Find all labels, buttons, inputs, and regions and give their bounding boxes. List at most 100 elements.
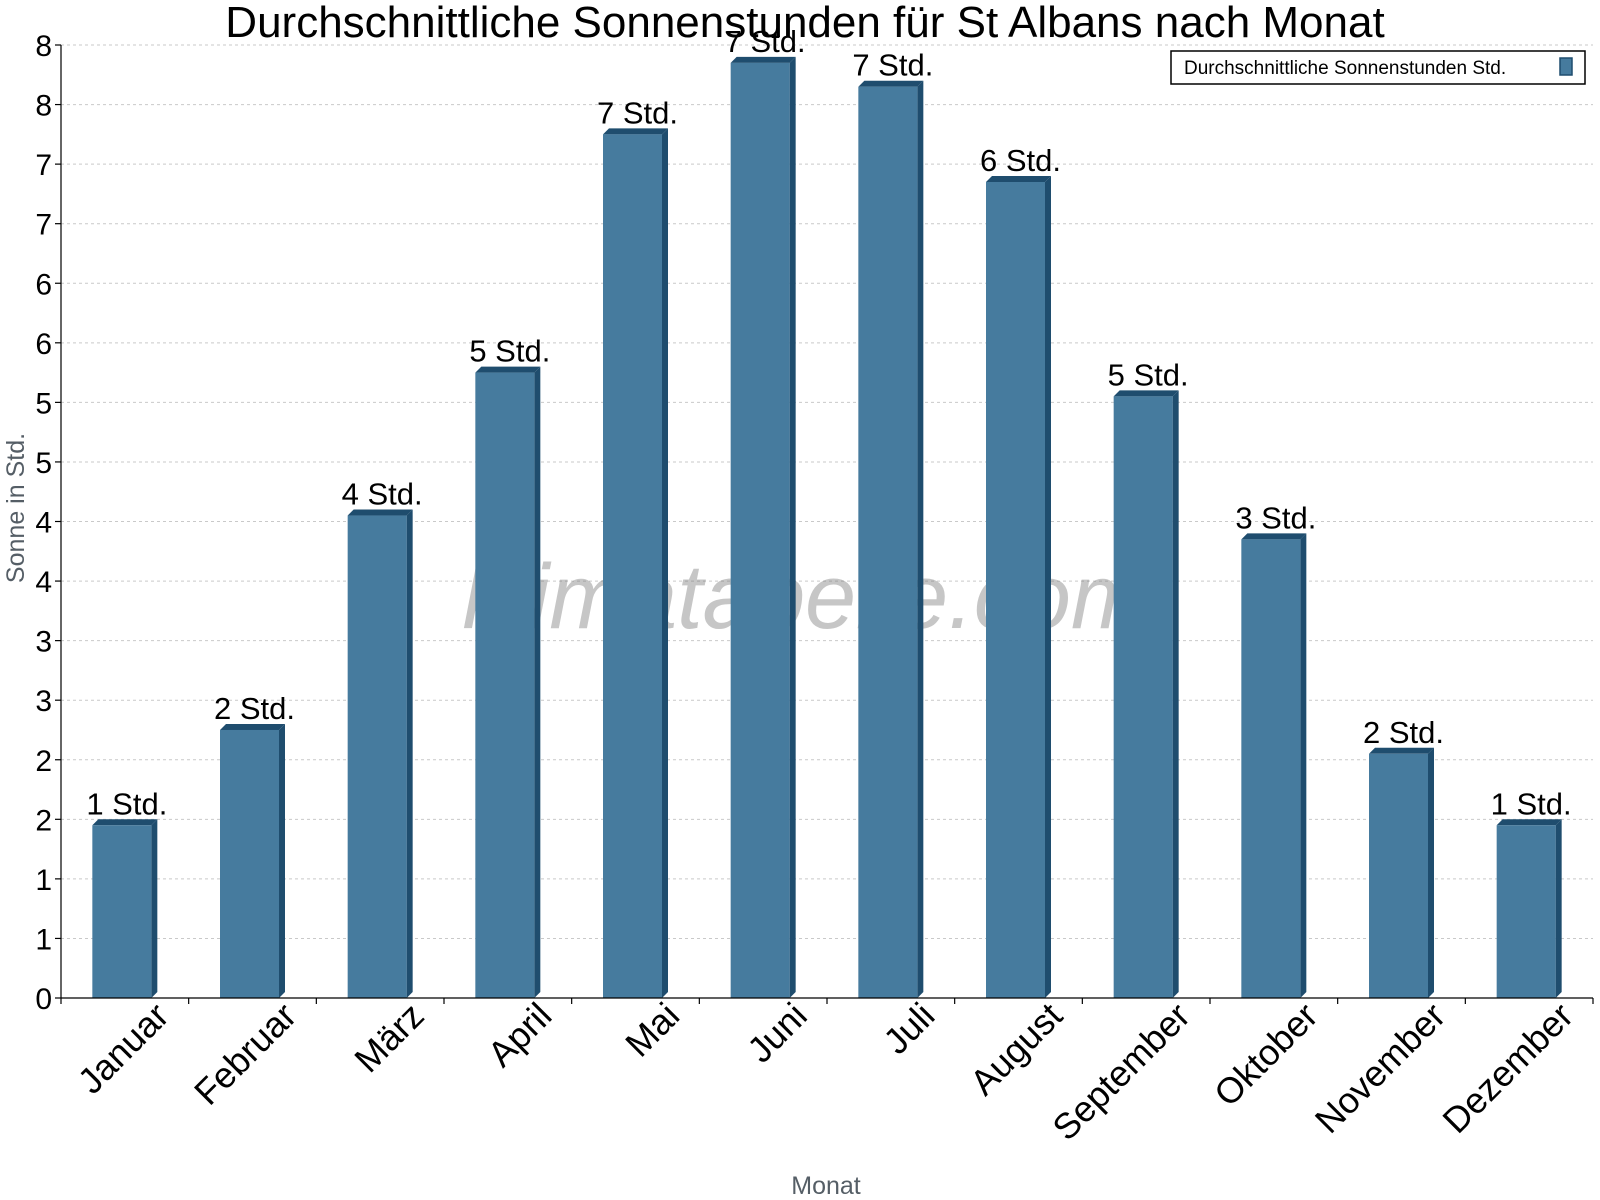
bar-Juli — [858, 80, 924, 999]
x-tick-label: Februar — [186, 995, 304, 1113]
bar-side — [789, 56, 796, 998]
x-tick-label: Oktober — [1206, 995, 1326, 1115]
data-label: 5 Std. — [1108, 357, 1189, 392]
x-tick-label: Mai — [617, 995, 687, 1065]
x-axis-label: Monat — [791, 1172, 861, 1200]
x-tick-label: Juni — [739, 995, 815, 1071]
legend: Durchschnittliche Sonnenstunden Std. — [1170, 50, 1586, 85]
y-axis-label: Sonne in Std. — [2, 433, 30, 583]
bar-Januar — [92, 819, 158, 998]
bar-top — [730, 56, 796, 63]
y-tick-label: 6 — [35, 328, 52, 361]
y-tick-label: 0 — [35, 983, 52, 1016]
data-label: 2 Std. — [214, 691, 295, 726]
data-label: 6 Std. — [980, 143, 1061, 178]
bar-top — [1113, 390, 1179, 397]
bar-side — [1172, 390, 1179, 998]
bar-top — [92, 819, 158, 826]
y-tick-label: 3 — [35, 685, 52, 718]
y-tick-label: 4 — [35, 507, 52, 540]
bar-top — [858, 80, 924, 87]
x-tick-labels: Januar Februar März April Mai Juni Juli AugustS… — [70, 995, 1581, 1149]
x-tick-label: Dezember — [1434, 995, 1580, 1141]
data-label: 5 Std. — [469, 334, 550, 369]
legend-entry-label: Durchschnittliche Sonnenstunden Std. — [1184, 58, 1506, 79]
bar-top — [986, 175, 1051, 182]
bar-August — [986, 175, 1051, 998]
bar-side — [662, 128, 668, 998]
data-label: 3 Std. — [1235, 500, 1316, 535]
x-tick-label: März — [346, 995, 432, 1081]
bars — [92, 56, 1562, 999]
bar-side — [1300, 533, 1307, 998]
bar-top — [603, 128, 668, 135]
data-label: 7 Std. — [852, 48, 933, 83]
bar-front — [92, 825, 152, 998]
bar-top — [220, 723, 285, 730]
y-tick-label: 8 — [35, 30, 52, 63]
y-tick-label: 3 — [35, 626, 52, 659]
chart-title: Durchschnittliche Sonnenstunden für St A… — [225, 0, 1384, 47]
y-tick-label: 4 — [35, 566, 52, 599]
data-label: 4 Std. — [342, 477, 423, 512]
bar-front — [603, 134, 662, 998]
bar-Juni — [730, 56, 796, 998]
bar-front — [1241, 539, 1301, 998]
bar-side — [406, 509, 413, 998]
bar-side — [279, 723, 285, 998]
bar-front — [475, 372, 535, 998]
data-label: 7 Std. — [597, 95, 678, 130]
bar-front — [347, 515, 407, 998]
bar-top — [347, 509, 413, 516]
y-tick-label: 1 — [35, 864, 52, 897]
bar-November — [1369, 747, 1434, 998]
bar-front — [1113, 396, 1173, 998]
y-tick-label: 1 — [35, 923, 52, 956]
bar-Oktober — [1241, 533, 1307, 998]
bar-April — [475, 366, 541, 998]
y-tick-label: 2 — [35, 745, 52, 778]
bar-top — [1241, 533, 1307, 540]
bar-top — [1496, 819, 1562, 826]
bar-side — [151, 819, 158, 998]
data-label: 1 Std. — [1491, 786, 1572, 821]
bar-side — [1045, 175, 1051, 998]
bar-side — [534, 366, 541, 998]
data-labels: 1 Std. 2 Std. 4 Std. 5 Std. 7 Std. 7 Std. 7 St… — [86, 24, 1571, 821]
y-tick-label: 6 — [35, 268, 52, 301]
data-label: 2 Std. — [1363, 715, 1444, 750]
bar-März — [347, 509, 413, 998]
y-tick-label: 8 — [35, 90, 52, 123]
bar-side — [1428, 747, 1434, 998]
y-tick-label: 5 — [35, 447, 52, 480]
y-tick-labels: 0 1 1 2 2 3 3 4 4 5 5 6 6 7 7 8 8 — [35, 30, 52, 1016]
bar-front — [986, 181, 1045, 998]
y-tick-label: 7 — [35, 149, 52, 182]
y-tick-label: 7 — [35, 209, 52, 242]
x-tick-label: November — [1307, 995, 1453, 1141]
x-tick-label: Juli — [875, 995, 942, 1062]
x-tick-label: August — [962, 995, 1070, 1103]
bar-Mai — [603, 128, 668, 998]
gridlines — [61, 44, 1593, 939]
bar-Dezember — [1496, 819, 1562, 998]
y-tick-label: 2 — [35, 804, 52, 837]
bar-front — [220, 729, 279, 998]
bar-Februar — [220, 723, 285, 998]
y-tick-label: 5 — [35, 387, 52, 420]
bar-front — [1369, 753, 1428, 998]
bar-top — [1369, 747, 1434, 754]
bar-front — [858, 86, 918, 999]
legend-box — [1170, 50, 1586, 85]
data-label: 1 Std. — [86, 786, 167, 821]
x-tick-label: September — [1044, 995, 1198, 1149]
bar-side — [1555, 819, 1562, 998]
axes — [55, 44, 1594, 1004]
x-tick-label: April — [480, 995, 560, 1075]
bar-front — [1496, 825, 1556, 998]
bar-side — [917, 80, 924, 999]
legend-swatch — [1559, 57, 1573, 76]
data-label: 7 Std. — [725, 24, 806, 59]
x-tick-label: Januar — [70, 995, 177, 1102]
